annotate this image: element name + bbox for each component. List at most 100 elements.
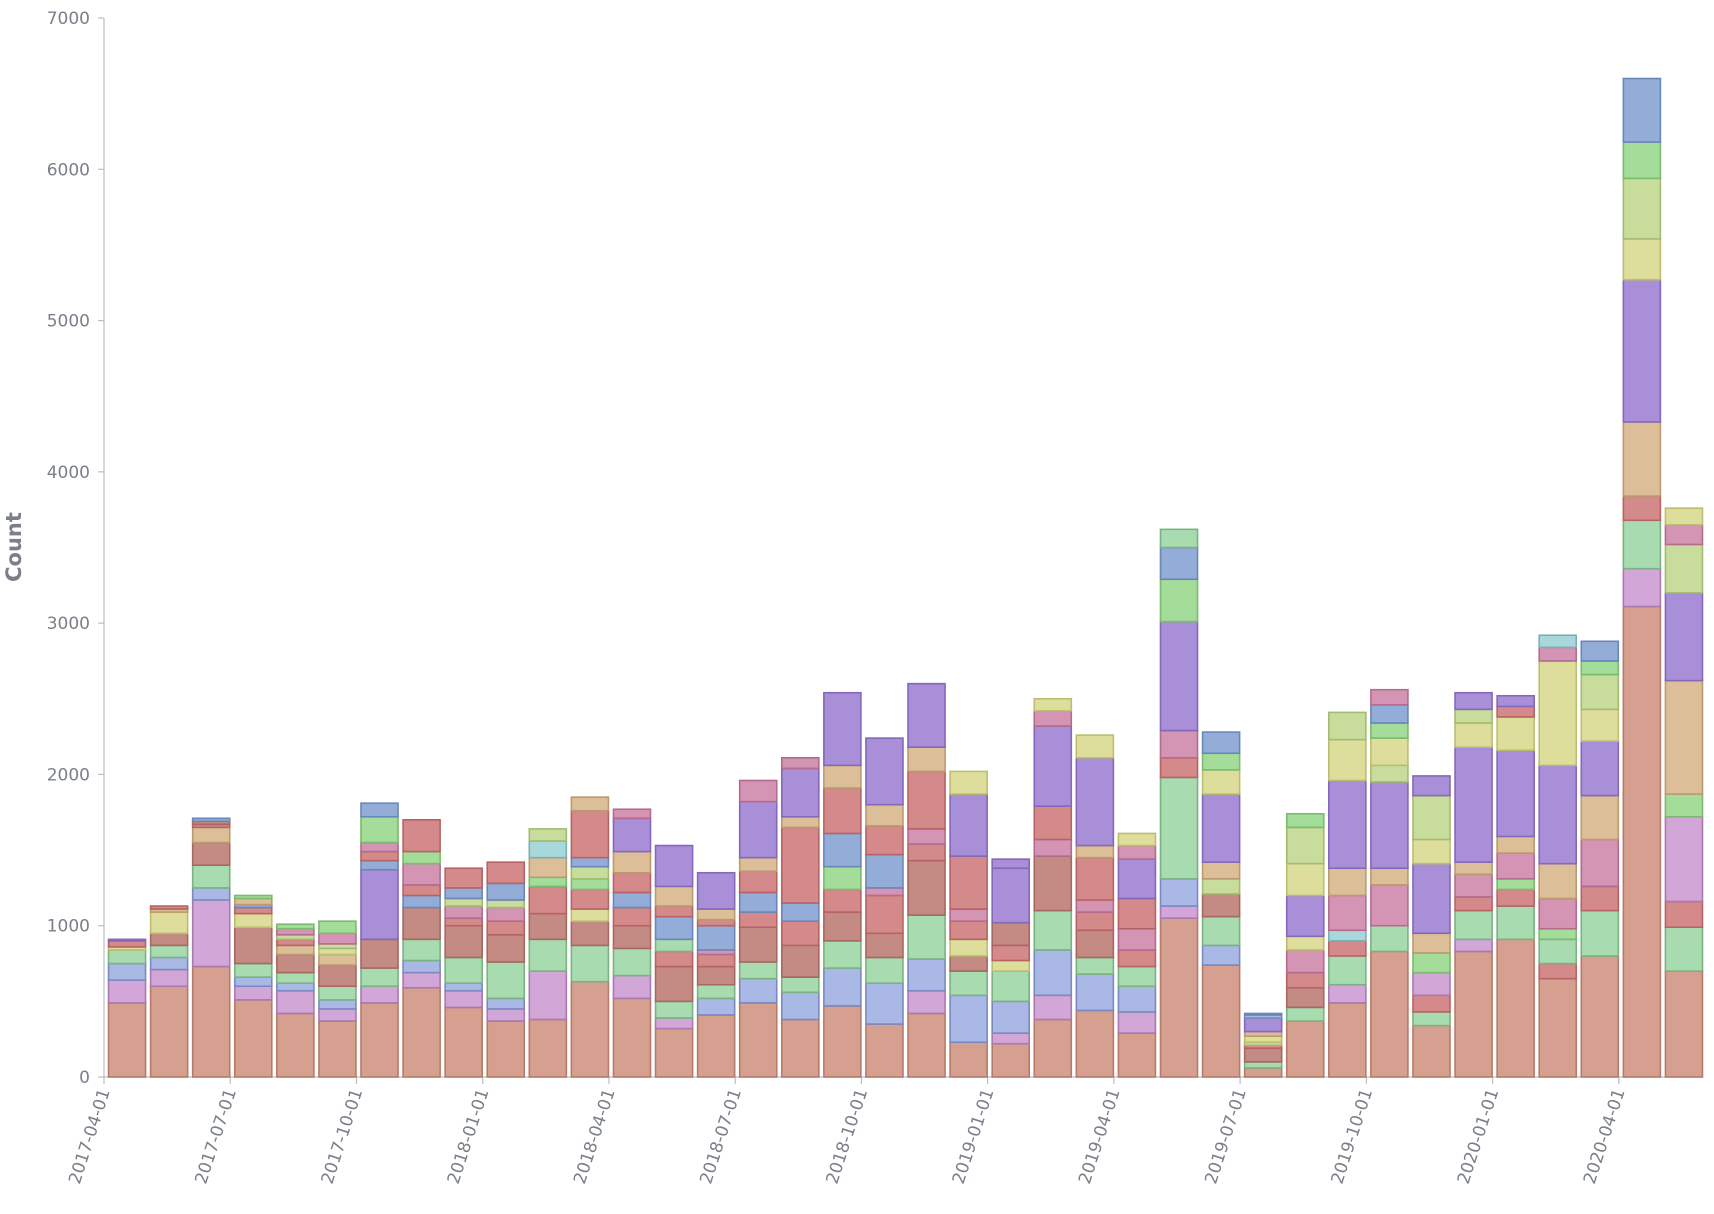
bar-segment (444, 956, 483, 985)
bar-segment (1538, 962, 1578, 980)
bar-segment (486, 861, 526, 885)
bar-segment (1496, 716, 1535, 752)
bar-segment (1075, 956, 1115, 975)
bars-group (107, 77, 1704, 1078)
bar-segment (1370, 924, 1409, 953)
bar-segment (1159, 905, 1199, 919)
bar-segment (823, 888, 862, 913)
bar-segment (1454, 896, 1493, 912)
bar-segment (696, 965, 736, 986)
bar-segment (1117, 1011, 1157, 1034)
bar-segment (738, 891, 778, 913)
bar-segment (1622, 238, 1662, 281)
bar-segment (1243, 1061, 1283, 1069)
bar-segment (780, 976, 820, 994)
bar-segment (1117, 985, 1157, 1013)
bar-segment (486, 1020, 526, 1078)
bar-segment (1496, 694, 1535, 708)
bar-segment (907, 914, 946, 960)
bar-segment (1075, 844, 1115, 859)
bar-segment (907, 843, 946, 862)
bar-segment (191, 841, 231, 866)
bar-segment (1117, 1032, 1157, 1078)
bar-segment (233, 962, 273, 978)
bar-stack (1454, 691, 1493, 1078)
bar-segment (654, 1000, 694, 1019)
bar-segment (865, 956, 904, 985)
bar-segment (1075, 899, 1115, 913)
bar-segment (1664, 900, 1704, 929)
bar-segment (1412, 952, 1451, 974)
bar-segment (654, 938, 694, 953)
bar-segment (1370, 867, 1409, 886)
bar-segment (107, 1002, 147, 1078)
bar-segment (1496, 835, 1535, 854)
bar-segment (1033, 909, 1073, 951)
bar-segment (949, 770, 988, 795)
x-tick-label: 2017-10-01 (318, 1086, 368, 1186)
bar-segment (318, 1008, 357, 1022)
bar-stack (1580, 640, 1620, 1078)
bar-segment (907, 859, 946, 916)
bar-segment (444, 905, 483, 919)
bar-segment (1580, 909, 1620, 957)
bar-segment (528, 970, 568, 1021)
bar-stack (570, 796, 610, 1078)
bar-segment (402, 971, 441, 989)
bar-segment (486, 920, 526, 936)
bar-segment (1454, 909, 1493, 941)
bar-segment (738, 977, 778, 1004)
bar-segment (1033, 994, 1073, 1021)
bar-segment (780, 815, 820, 829)
bar-segment (528, 1018, 568, 1078)
bar-segment (233, 999, 273, 1078)
bar-segment (570, 865, 610, 880)
x-tick-label: 2019-01-01 (949, 1086, 999, 1186)
bar-segment (1328, 940, 1367, 957)
bar-segment (1201, 893, 1241, 918)
bar-segment (823, 832, 862, 868)
bar-segment (360, 938, 399, 969)
bar-stack (1075, 734, 1115, 1078)
bar-segment (1117, 844, 1157, 860)
bar-segment (1033, 949, 1073, 997)
bar-segment (654, 1027, 694, 1078)
bar-segment (949, 1041, 988, 1078)
bar-segment (486, 933, 526, 963)
bar-segment (949, 793, 988, 857)
bar-segment (1328, 894, 1367, 932)
bar-segment (149, 905, 189, 910)
bar-segment (907, 1012, 946, 1078)
bar-segment (402, 894, 441, 909)
bar-segment (444, 982, 483, 992)
bar-segment (149, 911, 189, 935)
bar-segment (738, 870, 778, 894)
bar-segment (1538, 862, 1578, 900)
bar-segment (991, 858, 1031, 870)
bar-segment (1580, 794, 1620, 841)
bar-segment (1454, 861, 1493, 876)
bar-segment (360, 868, 399, 941)
bar-segment (486, 882, 526, 901)
bar-segment (1622, 278, 1662, 423)
bar-segment (949, 920, 988, 941)
bar-segment (1664, 524, 1704, 546)
bar-segment (1538, 897, 1578, 930)
bar-segment (233, 976, 273, 988)
bar-segment (1328, 867, 1367, 897)
bar-segment (149, 968, 189, 988)
bar-segment (696, 997, 736, 1016)
y-tick-label: 7000 (47, 9, 90, 29)
x-tick-label: 2018-01-01 (444, 1086, 494, 1186)
bar-segment (1201, 944, 1241, 966)
bar-segment (1370, 704, 1409, 724)
bar-segment (1159, 729, 1199, 759)
bar-segment (1243, 1067, 1283, 1078)
bar-segment (1285, 894, 1325, 938)
bar-segment (486, 961, 526, 1000)
bar-segment (570, 888, 610, 910)
bar-stack (823, 691, 862, 1078)
bar-segment (486, 997, 526, 1010)
bar-segment (149, 985, 189, 1078)
bar-segment (823, 865, 862, 891)
